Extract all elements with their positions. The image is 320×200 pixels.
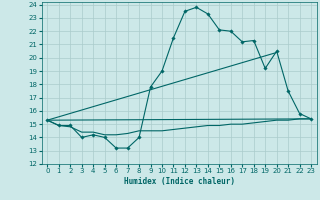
X-axis label: Humidex (Indice chaleur): Humidex (Indice chaleur): [124, 177, 235, 186]
